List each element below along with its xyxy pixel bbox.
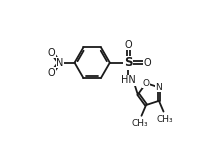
Text: N: N bbox=[56, 58, 64, 68]
Text: N: N bbox=[156, 83, 162, 92]
Text: O: O bbox=[48, 68, 55, 78]
Text: HN: HN bbox=[121, 75, 136, 85]
Text: O: O bbox=[48, 48, 55, 58]
Text: O: O bbox=[144, 58, 151, 68]
Text: CH₃: CH₃ bbox=[132, 119, 148, 128]
Text: O: O bbox=[124, 40, 132, 50]
Text: O: O bbox=[143, 79, 150, 88]
Text: CH₃: CH₃ bbox=[157, 115, 173, 124]
Text: S: S bbox=[124, 56, 132, 69]
